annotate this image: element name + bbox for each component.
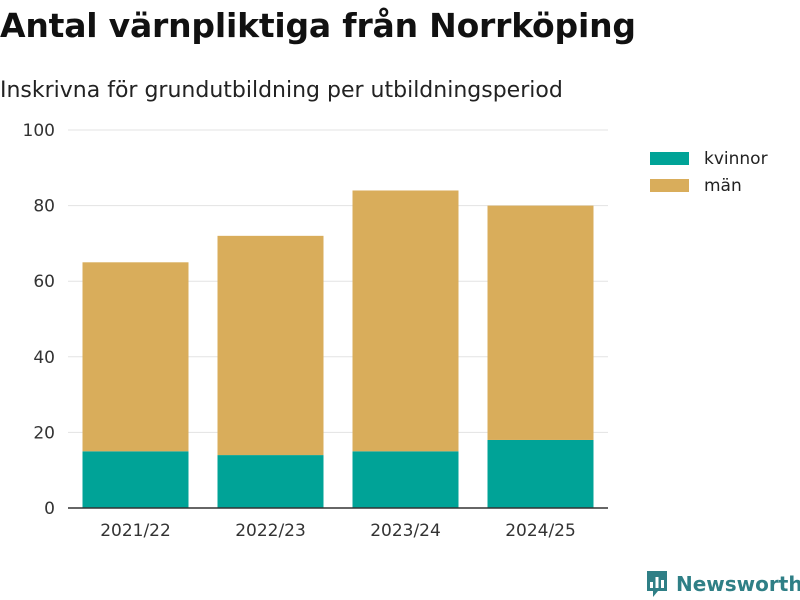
bar-kvinnor-2022/23 xyxy=(217,455,324,508)
bar-män-2024/25 xyxy=(487,205,594,440)
y-tick-label: 80 xyxy=(33,197,55,217)
bars xyxy=(82,190,594,508)
brand-logo: Newsworthy xyxy=(645,569,800,599)
y-tick-label: 60 xyxy=(33,272,55,292)
x-tick-label: 2024/25 xyxy=(505,521,576,541)
legend-swatch-kvinnor xyxy=(650,152,689,165)
x-tick-label: 2022/23 xyxy=(235,521,306,541)
y-tick-label: 0 xyxy=(44,499,55,519)
legend-swatch-män xyxy=(650,179,689,192)
y-tick-label: 20 xyxy=(33,423,55,443)
newsworthy-logo-icon xyxy=(647,571,667,597)
bar-män-2023/24 xyxy=(352,190,459,452)
legend-label-män: män xyxy=(704,176,742,196)
bar-kvinnor-2023/24 xyxy=(352,451,459,508)
y-tick-label: 40 xyxy=(33,348,55,368)
x-tick-label: 2021/22 xyxy=(100,521,171,541)
axes: 0 20 40 60 80 100 2021/22 2022/23 2023/24 2024/25 xyxy=(23,121,608,541)
bar-kvinnor-2021/22 xyxy=(82,451,189,508)
chart-subtitle: Inskrivna för grundutbildning per utbild… xyxy=(0,78,563,103)
legend: kvinnor män xyxy=(650,149,768,196)
brand-name: Newsworthy xyxy=(676,572,800,596)
legend-label-kvinnor: kvinnor xyxy=(704,149,768,169)
chart-title: Antal värnpliktiga från Norrköping xyxy=(0,6,636,45)
bar-män-2022/23 xyxy=(217,235,324,456)
x-tick-label: 2023/24 xyxy=(370,521,441,541)
bar-män-2021/22 xyxy=(82,262,189,452)
bar-kvinnor-2024/25 xyxy=(487,439,594,508)
y-tick-label: 100 xyxy=(23,121,55,141)
